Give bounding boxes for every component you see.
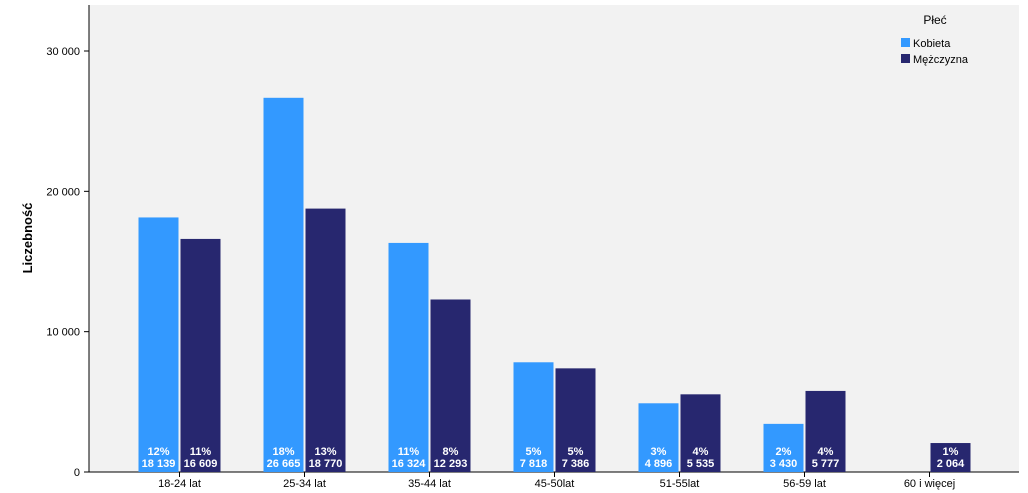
data-label-count: 2 064 [937,458,965,470]
bar [680,394,721,472]
data-label-percent: 3% [651,446,667,458]
data-label-percent: 2% [776,446,792,458]
chart-marks: 0 10 000 20 000 30 000 18-24 lat 12%18 139 11%… [46,5,1019,490]
data-label-percent: 5% [526,446,542,458]
legend-swatch [901,38,910,47]
data-label-percent: 4% [693,446,709,458]
y-tick-label: 30 000 [46,46,80,58]
data-label-percent: 11% [190,446,212,458]
legend: Płeć Kobieta Mężczyzna [901,13,969,66]
legend-swatch [901,54,910,63]
y-tick-label: 20 000 [46,186,80,198]
data-label-percent: 13% [314,446,336,458]
bar [555,368,596,472]
bar [138,217,179,472]
data-label-percent: 5% [568,446,584,458]
data-label-percent: 18% [272,446,294,458]
data-label-count: 26 665 [267,458,301,470]
data-label-count: 18 139 [142,458,176,470]
bar [805,390,846,472]
bar [430,299,471,472]
data-label-count: 4 896 [645,458,673,470]
x-tick-label: 60 i więcej [904,478,955,490]
x-tick-label: 56-59 lat [783,478,826,490]
data-label-count: 12 293 [434,458,468,470]
data-label-count: 16 324 [392,458,427,470]
y-axis-label: Liczebność [20,203,35,274]
x-tick-label: 18-24 lat [158,478,201,490]
x-tick-label: 51-55lat [660,478,700,490]
bar [763,423,804,472]
data-label-count: 16 609 [184,458,218,470]
data-label-percent: 11% [398,446,420,458]
data-label-count: 5 535 [687,458,715,470]
legend-entry: Mężczyzna [913,54,969,66]
data-label-percent: 4% [818,446,834,458]
y-tick-label: 10 000 [46,327,80,339]
bar [638,403,679,472]
x-tick-label: 25-34 lat [283,478,326,490]
data-label-count: 3 430 [770,458,798,470]
data-label-count: 7 386 [562,458,590,470]
plot-background [89,5,1019,472]
x-tick-label: 35-44 lat [408,478,451,490]
bar [180,238,221,472]
bar [513,362,554,472]
bar [305,208,346,472]
data-label-percent: 8% [443,446,459,458]
data-label-count: 18 770 [309,458,343,470]
data-label-percent: 12% [147,446,169,458]
data-label-percent: 1% [943,446,959,458]
legend-title: Płeć [923,13,946,27]
bar [263,97,304,472]
data-label-count: 5 777 [812,458,840,470]
y-tick-label: 0 [74,467,80,479]
bar [930,443,971,472]
bar [388,242,429,472]
x-tick-label: 45-50lat [535,478,575,490]
data-label-count: 7 818 [520,458,548,470]
legend-entry: Kobieta [913,38,951,50]
